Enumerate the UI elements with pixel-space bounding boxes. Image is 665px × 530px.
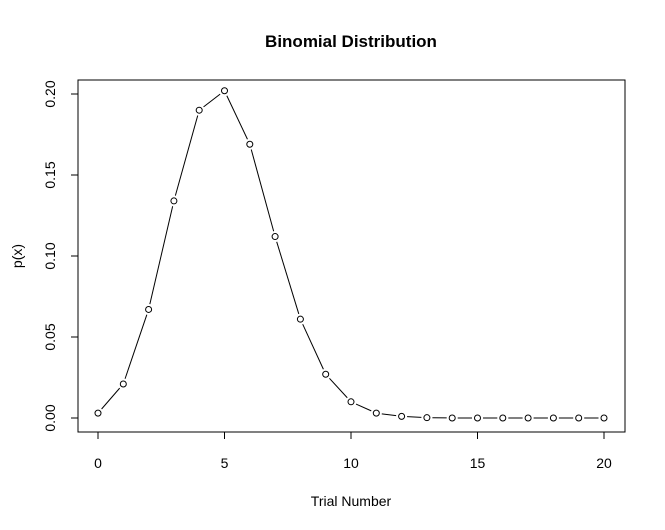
y-axis-label: p(x) xyxy=(9,244,25,268)
data-point xyxy=(423,414,431,422)
x-axis: 0 5 10 15 20 xyxy=(94,431,612,471)
data-point xyxy=(94,409,102,417)
data-point xyxy=(170,197,178,205)
data-point xyxy=(448,414,456,422)
plot-frame xyxy=(77,79,626,433)
data-point xyxy=(549,414,557,422)
data-point xyxy=(246,140,254,148)
series-line-segment xyxy=(101,387,121,410)
x-tick-label: 10 xyxy=(343,455,359,471)
data-series xyxy=(94,87,608,422)
data-point xyxy=(296,315,304,323)
y-tick-label: 0.15 xyxy=(42,161,58,188)
data-point xyxy=(474,414,481,422)
series-line-segment xyxy=(174,115,199,196)
series-line-segment xyxy=(407,416,422,418)
data-point xyxy=(145,305,153,313)
series-line-segment xyxy=(381,413,397,417)
series-line-segment xyxy=(124,314,148,379)
data-point xyxy=(221,87,228,95)
x-tick-label: 20 xyxy=(596,455,612,471)
series-line-segment xyxy=(302,323,324,370)
y-tick-label: 0.00 xyxy=(42,404,58,431)
x-tick-label: 15 xyxy=(470,455,486,471)
data-point xyxy=(600,414,608,422)
series-line-segment xyxy=(250,149,275,232)
series-line-segment xyxy=(226,95,248,140)
y-tick-label: 0.10 xyxy=(42,242,58,269)
y-tick-label: 0.20 xyxy=(42,80,58,107)
data-point xyxy=(322,370,330,378)
series-line-segment xyxy=(355,403,372,412)
data-point xyxy=(499,414,507,422)
data-point xyxy=(195,106,203,114)
y-tick-label: 0.05 xyxy=(42,323,58,350)
x-tick-label: 0 xyxy=(94,455,102,471)
data-point xyxy=(398,412,406,420)
chart-title: Binomial Distribution xyxy=(265,32,437,51)
series-line-segment xyxy=(203,93,221,108)
data-point xyxy=(575,414,583,422)
series-line-segment xyxy=(149,206,174,305)
data-point xyxy=(372,409,380,417)
series-line-segment xyxy=(329,377,348,399)
x-tick-label: 5 xyxy=(221,455,229,471)
data-point xyxy=(347,398,355,406)
data-point xyxy=(271,233,279,241)
data-point xyxy=(119,380,127,388)
series-line-segment xyxy=(276,241,300,315)
data-point xyxy=(524,414,532,422)
x-axis-label: Trial Number xyxy=(311,493,392,509)
y-axis: 0.00 0.05 0.10 0.15 0.20 xyxy=(42,80,79,432)
